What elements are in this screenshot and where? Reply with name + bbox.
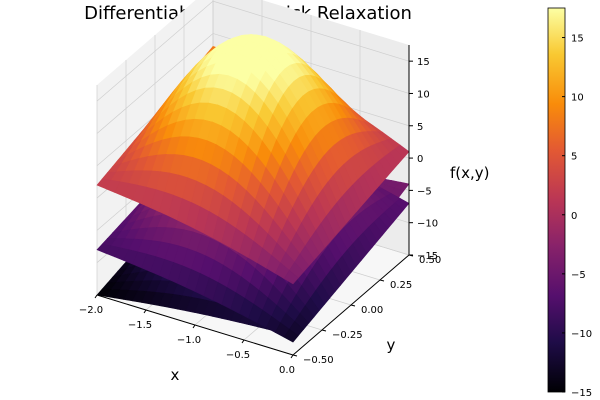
colorbar-tick-label: 0 (571, 211, 577, 222)
z-tick-label: −10 (417, 219, 438, 230)
colorbar-tick-label: 15 (571, 34, 584, 45)
z-tick-label: −5 (417, 186, 432, 197)
y-tick-mark (292, 354, 298, 357)
y-tick-label: 0.25 (390, 280, 412, 291)
z-tick-label: 0 (417, 154, 423, 165)
surface-patch (283, 269, 299, 285)
z-tick-label: 15 (417, 57, 430, 68)
colorbar: −15 −10 −5 0 5 10 15 (547, 7, 592, 399)
x-tick-label: −1.5 (128, 320, 152, 331)
y-tick-label: 0.00 (361, 305, 383, 316)
colorbar-gradient (547, 7, 566, 393)
x-tick-mark (192, 324, 196, 329)
x-tick-label: −1.0 (177, 335, 201, 346)
y-tick-mark (350, 304, 356, 307)
y-axis-label: y (387, 336, 396, 354)
axes-frame: −2.0 −1.5 −1.0 −0.5 0.0 −0.50 −0.25 0.00 0.25 0.5… (79, 45, 441, 376)
z-tick-label: 10 (417, 89, 430, 100)
z-gridline (96, 33, 410, 134)
x-tick-label: −0.5 (226, 350, 250, 361)
z-tick-label: 5 (417, 122, 423, 133)
z-tick-label: −15 (417, 251, 438, 262)
colorbar-tick-label: 5 (571, 152, 577, 163)
surface-upper (96, 34, 410, 285)
z-axis-label: f(x,y) (450, 164, 490, 182)
y-tick-mark (379, 279, 385, 282)
colorbar-tick-label: −5 (571, 270, 586, 281)
z-gridline (96, 0, 410, 102)
surfaces (96, 34, 410, 343)
y-tick-label: −0.25 (332, 330, 363, 341)
y-tick-label: 0.50 (419, 255, 441, 266)
y-tick-mark (321, 329, 327, 332)
surface-patch (283, 328, 299, 343)
x-axis-label: x (171, 366, 180, 384)
colorbar-tick-label: 10 (571, 93, 584, 104)
colorbar-tick-label: −15 (571, 388, 592, 399)
y-tick-label: −0.50 (303, 355, 334, 366)
x-tick-mark (241, 339, 245, 344)
x-tick-label: 0.0 (279, 365, 295, 376)
x-tick-mark (290, 354, 294, 359)
x-tick-mark (94, 294, 98, 299)
colorbar-tick-label: −10 (571, 329, 592, 340)
x-tick-label: −2.0 (79, 305, 103, 316)
x-tick-mark (143, 309, 147, 314)
